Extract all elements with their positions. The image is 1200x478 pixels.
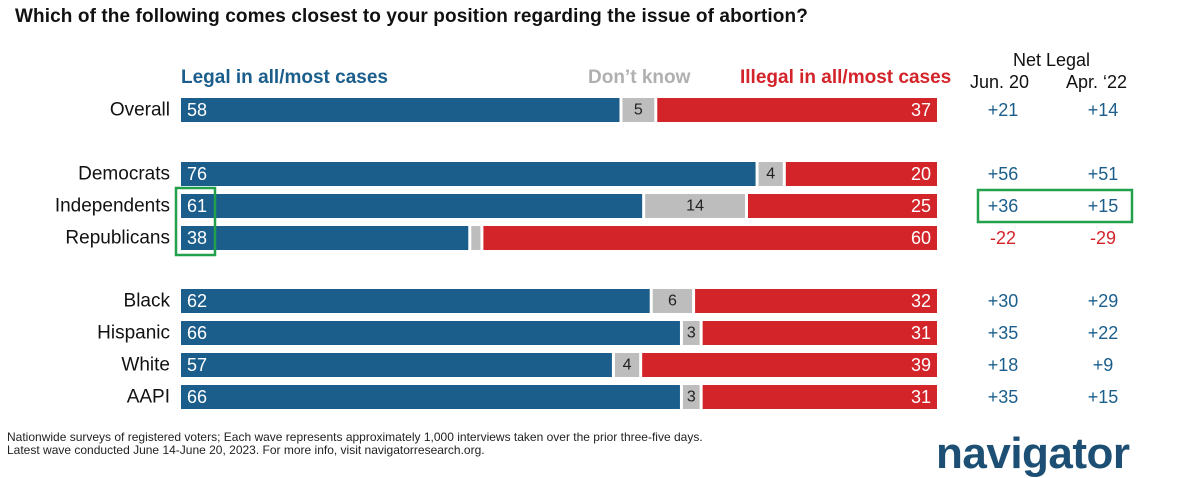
label-dont-know-overall: 5 bbox=[634, 102, 643, 119]
label-legal-republicans: 38 bbox=[187, 228, 207, 248]
net-apr-democrats: +51 bbox=[1088, 164, 1119, 184]
bar-legal-independents bbox=[181, 194, 643, 218]
label-dont-know-aapi: 3 bbox=[687, 389, 696, 406]
bar-dont-know-republicans bbox=[471, 226, 481, 250]
label-legal-black: 62 bbox=[187, 291, 207, 311]
category-label-independents: Independents bbox=[55, 196, 170, 217]
label-illegal-white: 39 bbox=[911, 355, 931, 375]
legend-illegal: Illegal in all/most cases bbox=[740, 67, 952, 88]
net-apr-hispanic: +22 bbox=[1088, 323, 1119, 343]
bar-legal-hispanic bbox=[181, 321, 680, 345]
label-illegal-black: 32 bbox=[911, 291, 931, 311]
label-dont-know-independents: 14 bbox=[686, 198, 704, 215]
net-col-jun: Jun. 20 bbox=[970, 72, 1030, 92]
label-dont-know-black: 6 bbox=[668, 293, 677, 310]
footnote-line-1: Nationwide surveys of registered voters;… bbox=[7, 430, 703, 444]
bar-dont-know-white bbox=[614, 353, 640, 377]
label-legal-overall: 58 bbox=[187, 100, 207, 120]
label-legal-hispanic: 66 bbox=[187, 323, 207, 343]
bar-dont-know-overall bbox=[622, 98, 655, 122]
legend-dont-know: Don’t know bbox=[588, 67, 691, 88]
net-jun-independents: +36 bbox=[988, 196, 1019, 216]
bar-legal-white bbox=[181, 353, 612, 377]
net-jun-overall: +21 bbox=[988, 100, 1019, 120]
label-dont-know-democrats: 4 bbox=[766, 166, 775, 183]
net-apr-white: +9 bbox=[1093, 355, 1114, 375]
bar-illegal-republicans bbox=[483, 226, 937, 250]
net-jun-republicans: -22 bbox=[990, 228, 1016, 248]
bar-dont-know-hispanic bbox=[682, 321, 700, 345]
bar-illegal-democrats bbox=[785, 162, 937, 186]
bar-illegal-independents bbox=[748, 194, 937, 218]
net-apr-black: +29 bbox=[1088, 291, 1119, 311]
label-illegal-republicans: 60 bbox=[911, 228, 931, 248]
bar-legal-aapi bbox=[181, 385, 680, 409]
net-apr-republicans: -29 bbox=[1090, 228, 1116, 248]
net-apr-overall: +14 bbox=[1088, 100, 1119, 120]
net-jun-white: +18 bbox=[988, 355, 1019, 375]
navigator-logo: navigator bbox=[936, 429, 1130, 478]
bar-dont-know-aapi bbox=[682, 385, 700, 409]
bar-legal-democrats bbox=[181, 162, 756, 186]
label-illegal-independents: 25 bbox=[911, 196, 931, 216]
label-illegal-aapi: 31 bbox=[911, 387, 931, 407]
category-label-white: White bbox=[121, 355, 170, 376]
bar-legal-republicans bbox=[181, 226, 469, 250]
net-jun-democrats: +56 bbox=[988, 164, 1019, 184]
legend-legal: Legal in all/most cases bbox=[181, 67, 388, 88]
footnote: Nationwide surveys of registered voters;… bbox=[7, 431, 703, 457]
label-dont-know-white: 4 bbox=[623, 357, 632, 374]
net-apr-independents: +15 bbox=[1088, 196, 1119, 216]
category-label-republicans: Republicans bbox=[65, 228, 170, 249]
bar-illegal-overall bbox=[657, 98, 937, 122]
category-label-hispanic: Hispanic bbox=[97, 323, 170, 344]
net-legal-header: Net Legal bbox=[1013, 50, 1091, 70]
label-legal-democrats: 76 bbox=[187, 164, 207, 184]
bar-illegal-white bbox=[642, 353, 937, 377]
net-jun-black: +30 bbox=[988, 291, 1019, 311]
label-illegal-democrats: 20 bbox=[911, 164, 931, 184]
footnote-line-2: Latest wave conducted June 14-June 20, 2… bbox=[7, 443, 485, 457]
highlight-box-legal bbox=[174, 186, 217, 257]
label-dont-know-hispanic: 3 bbox=[687, 325, 696, 342]
net-col-apr: Apr. ‘22 bbox=[1066, 72, 1128, 92]
label-legal-white: 57 bbox=[187, 355, 207, 375]
bar-dont-know-democrats bbox=[758, 162, 783, 186]
label-legal-aapi: 66 bbox=[187, 387, 207, 407]
net-jun-aapi: +35 bbox=[988, 387, 1019, 407]
category-label-black: Black bbox=[124, 291, 171, 312]
bar-illegal-hispanic bbox=[702, 321, 937, 345]
chart-title: Which of the following comes closest to … bbox=[15, 6, 808, 27]
net-apr-aapi: +15 bbox=[1088, 387, 1119, 407]
label-legal-independents: 61 bbox=[187, 196, 207, 216]
bar-dont-know-independents bbox=[645, 194, 745, 218]
stacked-bar-chart: Overall 58 5 37 +21 +14 Democrats 76 4 20 +56 +51 In… bbox=[55, 98, 1134, 409]
category-label-aapi: AAPI bbox=[127, 387, 170, 408]
bar-legal-black bbox=[181, 289, 650, 313]
bar-legal-overall bbox=[181, 98, 620, 122]
category-label-overall: Overall bbox=[110, 100, 170, 121]
label-illegal-hispanic: 31 bbox=[911, 323, 931, 343]
bar-illegal-aapi bbox=[702, 385, 937, 409]
label-illegal-overall: 37 bbox=[911, 100, 931, 120]
net-jun-hispanic: +35 bbox=[988, 323, 1019, 343]
highlight-box-net bbox=[976, 188, 1134, 224]
bar-illegal-black bbox=[695, 289, 937, 313]
category-label-democrats: Democrats bbox=[78, 164, 170, 185]
bar-dont-know-black bbox=[652, 289, 693, 313]
